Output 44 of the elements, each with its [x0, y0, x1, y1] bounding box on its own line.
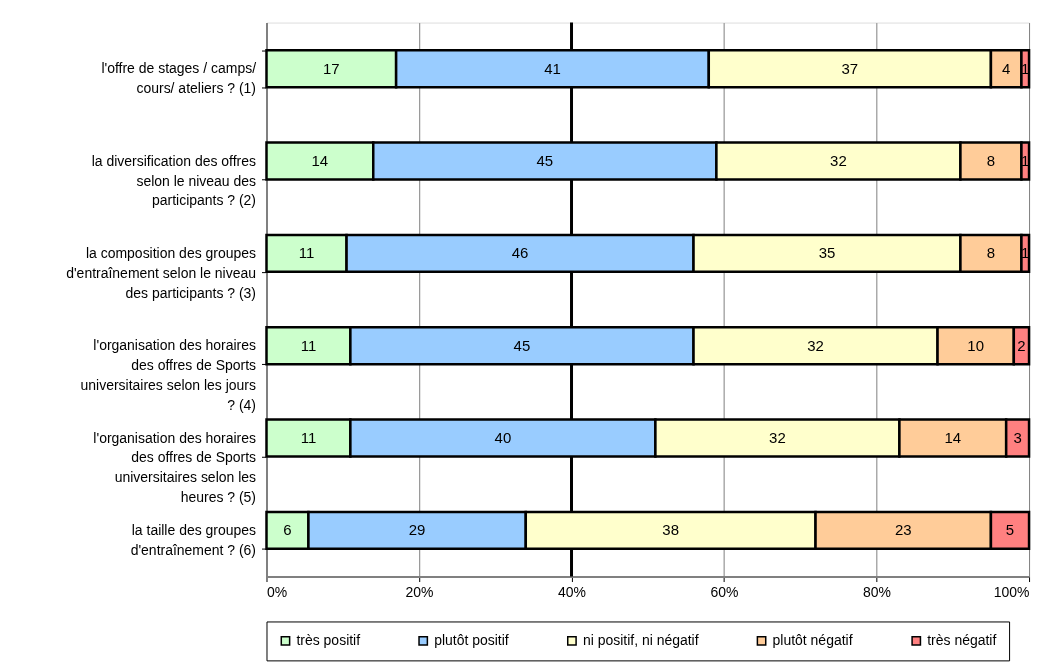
data-label: 45 [513, 336, 531, 354]
data-label: 11 [298, 244, 315, 262]
y-tick-label: l'offre de stages / camps/ cours/ ateliers ? (1) [101, 60, 257, 97]
data-label: 35 [818, 244, 836, 262]
legend-label: plutôt négatif [772, 631, 853, 648]
x-tick-label: 100% [993, 584, 1030, 600]
data-label: 38 [662, 521, 679, 539]
data-label: 41 [544, 59, 561, 77]
data-label: 17 [322, 59, 340, 77]
data-label: 37 [841, 59, 859, 77]
data-label: 32 [830, 152, 847, 170]
data-label: 32 [769, 429, 786, 447]
data-label: 4 [1002, 59, 1011, 77]
data-label: 8 [986, 244, 996, 262]
data-label: 5 [1005, 521, 1015, 539]
data-label: 14 [311, 152, 329, 170]
y-tick-label: la composition des groupes d'entraînement selon le niveau des participants ? (3) [66, 244, 257, 301]
y-tick-label: la diversification des offres selon le niveau des participants ? (2) [91, 152, 257, 209]
data-label: 10 [967, 336, 984, 354]
data-label: 2 [1017, 336, 1026, 354]
data-label: 3 [1013, 429, 1022, 447]
y-tick-label: l'organisation des horaires des offres de Sports universitaires selon les heures ? (5) [93, 429, 257, 506]
data-label: 8 [986, 152, 996, 170]
y-tick-label: l'organisation des horaires des offres de Sports universitaires selon les jours ? (4) [80, 337, 257, 414]
y-tick-label: la taille des groupes d'entraînement ? (6) [130, 521, 257, 558]
x-tick-label: 60% [710, 584, 739, 600]
data-label: 29 [408, 521, 426, 539]
legend-label: très positif [296, 631, 361, 648]
data-label: 32 [807, 336, 824, 354]
x-tick-label: 40% [558, 584, 586, 600]
x-tick-label: 20% [405, 584, 434, 600]
legend-label: très négatif [927, 631, 997, 648]
legend-label: plutôt positif [434, 631, 509, 648]
data-label: 6 [283, 521, 292, 539]
x-tick-label: 0% [266, 584, 288, 600]
data-label: 45 [536, 152, 554, 170]
data-label: 11 [300, 336, 317, 354]
data-label: 40 [494, 429, 512, 447]
legend-label: ni positif, ni négatif [582, 631, 699, 648]
data-label: 14 [944, 429, 962, 447]
data-label: 23 [894, 521, 912, 539]
x-tick-label: 80% [863, 584, 892, 600]
data-label: 11 [300, 429, 317, 447]
data-label: 46 [511, 244, 529, 262]
